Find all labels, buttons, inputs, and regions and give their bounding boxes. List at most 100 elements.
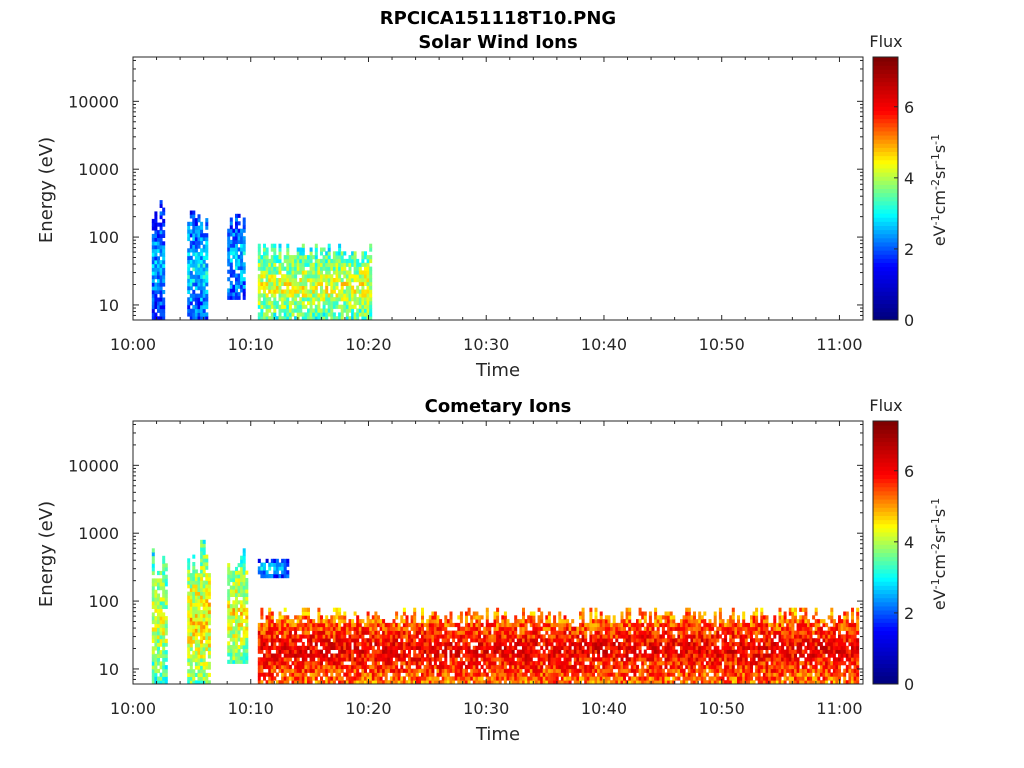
flux-cell	[599, 642, 603, 647]
flux-cell	[317, 297, 321, 302]
flux-cell	[641, 634, 645, 639]
flux-cell	[286, 676, 290, 681]
flux-cell	[364, 649, 367, 654]
flux-cell	[599, 622, 603, 628]
flux-cell	[296, 668, 300, 673]
flux-cell	[511, 626, 515, 631]
flux-cell	[286, 289, 290, 294]
flux-cell	[493, 680, 497, 685]
flux-cell	[395, 622, 399, 628]
flux-cell	[257, 274, 261, 279]
flux-cell	[263, 657, 266, 662]
flux-cell	[563, 653, 567, 658]
flux-cell	[480, 676, 484, 681]
flux-cell	[157, 593, 160, 598]
flux-cell	[669, 653, 673, 658]
flux-cell	[351, 285, 355, 290]
flux-cell	[312, 262, 316, 267]
flux-cell	[332, 661, 336, 666]
flux-cell	[457, 680, 461, 685]
flux-cell	[545, 680, 549, 685]
flux-cell	[162, 665, 166, 670]
flux-cell	[586, 657, 590, 662]
flux-cell	[379, 680, 383, 685]
flux-cell	[187, 573, 191, 578]
flux-cell	[325, 308, 329, 313]
flux-cell	[314, 680, 318, 685]
flux-cell	[693, 619, 696, 624]
flux-cell	[405, 619, 409, 624]
flux-cell	[705, 642, 709, 647]
flux-cell	[716, 676, 720, 681]
flux-cell	[345, 297, 349, 302]
flux-cell	[646, 668, 650, 673]
flux-cell	[682, 634, 686, 639]
flux-cell	[462, 626, 466, 631]
flux-cell	[164, 593, 168, 598]
flux-cell	[197, 672, 201, 677]
flux-cell	[200, 613, 204, 618]
flux-cell	[335, 304, 339, 309]
flux-cell	[636, 622, 639, 628]
flux-cell	[669, 661, 673, 666]
flux-cell	[260, 607, 264, 612]
flux-cell	[361, 672, 365, 677]
flux-cell	[154, 601, 158, 606]
flux-cell	[537, 664, 541, 670]
flux-cell	[304, 281, 308, 286]
flux-cell	[358, 653, 362, 658]
flux-cell	[151, 278, 155, 283]
flux-cell	[194, 297, 198, 302]
flux-cell	[294, 262, 298, 267]
flux-cell	[488, 630, 492, 635]
flux-cell	[281, 622, 285, 628]
flux-cell	[343, 270, 347, 275]
flux-cell	[690, 657, 694, 662]
flux-cell	[162, 653, 166, 658]
flux-cell	[202, 301, 206, 306]
flux-cell	[257, 278, 261, 283]
flux-cell	[651, 645, 655, 650]
flux-cell	[522, 649, 525, 654]
flux-cell	[245, 600, 249, 605]
flux-cell	[356, 297, 360, 302]
flux-cell	[235, 604, 238, 609]
flux-cell	[151, 312, 155, 317]
flux-cell	[164, 657, 168, 662]
flux-cell	[245, 626, 249, 631]
flux-cell	[242, 645, 246, 650]
flux-cell	[602, 668, 606, 673]
flux-cell	[379, 668, 383, 673]
flux-cell	[187, 654, 191, 659]
flux-cell	[327, 649, 331, 654]
flux-cell	[490, 680, 494, 685]
flux-cell	[273, 247, 277, 252]
flux-cell	[330, 278, 334, 283]
flux-cell	[700, 668, 704, 673]
flux-cell	[602, 634, 606, 639]
flux-cell	[151, 680, 155, 685]
flux-cell	[532, 619, 536, 624]
flux-cell	[205, 580, 209, 585]
flux-cell	[268, 630, 272, 635]
flux-cell	[304, 680, 308, 685]
flux-cell	[490, 657, 494, 662]
flux-cell	[270, 574, 274, 579]
flux-cell	[480, 630, 484, 635]
flux-cell	[197, 274, 201, 279]
flux-cell	[229, 243, 233, 248]
flux-cell	[669, 611, 673, 616]
flux-cell	[332, 630, 336, 635]
flux-cell	[519, 664, 523, 670]
flux-cell	[607, 634, 611, 639]
flux-cell	[705, 622, 709, 628]
flux-cell	[200, 539, 204, 544]
flux-cell	[384, 653, 388, 658]
flux-cell	[343, 664, 347, 670]
flux-cell	[462, 680, 466, 685]
flux-cell	[690, 676, 694, 681]
flux-cell	[519, 630, 523, 635]
colorbar-segment	[873, 196, 898, 202]
flux-cell	[620, 653, 624, 658]
flux-cell	[641, 680, 645, 685]
